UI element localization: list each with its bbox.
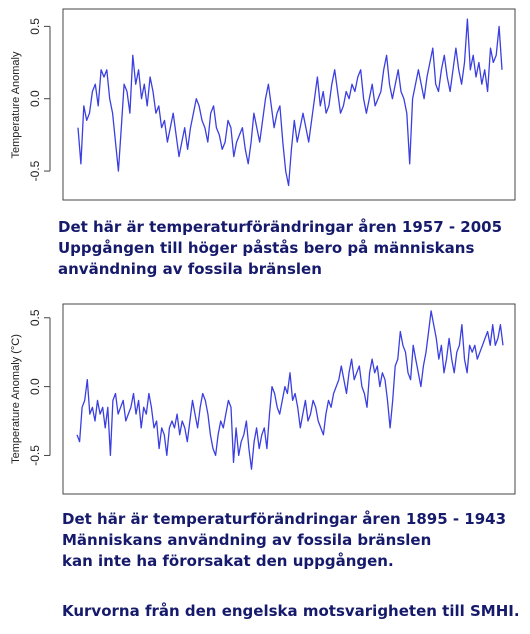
caption-bottom: Det här är temperaturförändringar åren 1… — [62, 509, 506, 572]
y-tick-label: -0.5 — [28, 160, 42, 181]
y-tick-label: 0.5 — [28, 18, 42, 35]
caption-line: användning av fossila bränslen — [58, 260, 322, 278]
caption-top: Det här är temperaturförändringar åren 1… — [58, 217, 502, 280]
y-axis-label: Temperature Anomaly — [10, 51, 22, 158]
y-tick-label: 0.5 — [28, 309, 42, 326]
caption-line: Det här är temperaturförändringar åren 1… — [58, 218, 503, 236]
series-line — [77, 18, 503, 187]
caption-line: Människans användning av fossila bränsle… — [62, 531, 432, 549]
plot-frame — [62, 303, 516, 495]
y-tick-label: -0.5 — [28, 445, 42, 466]
caption-line: Det här är temperaturförändringar åren 1… — [62, 510, 507, 528]
series-line — [76, 310, 504, 470]
caption-line: kan inte ha förorsakat den uppgången. — [62, 552, 394, 570]
y-tick-label: 0.0 — [28, 378, 42, 395]
footer-note: Kurvorna från den engelska motsvarighete… — [62, 602, 520, 620]
y-axis-label: Temperature Anomaly (°C) — [10, 334, 22, 464]
plot-frame — [62, 8, 516, 201]
chart-top: Temperature Anomaly -0.5 0.0 0.5 — [10, 8, 516, 201]
caption-line: Uppgången till höger påstås bero på männ… — [58, 239, 475, 257]
chart-bottom: Temperature Anomaly (°C) -0.5 0.0 0.5 — [10, 303, 516, 495]
y-tick-label: 0.0 — [28, 90, 42, 107]
